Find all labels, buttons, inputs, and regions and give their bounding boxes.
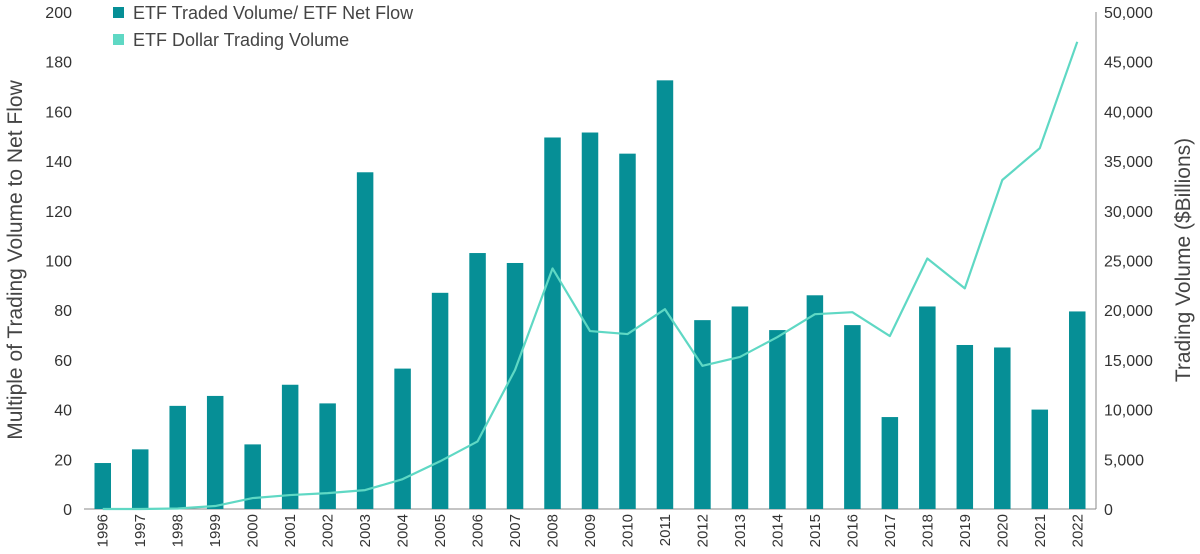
left-tick-label: 180 [45, 55, 72, 72]
line-dollar-trading-volume [102, 41, 1079, 511]
right-tick-label: 45,000 [1104, 55, 1153, 72]
legend-swatch-bar [113, 7, 124, 18]
left-tick-label: 60 [54, 353, 72, 370]
bar-2019 [956, 344, 974, 509]
bar-1999 [206, 395, 224, 509]
left-tick-label: 200 [45, 5, 72, 22]
x-tick-label: 2006 [470, 514, 487, 547]
bar-2020 [994, 347, 1011, 509]
left-tick-label: 120 [45, 204, 72, 221]
x-tick-label: 1996 [95, 514, 112, 547]
left-tick-labels: 0 20 40 60 80 100 120 140 160 180 200 [45, 5, 72, 519]
x-tick-label: 1997 [132, 514, 149, 547]
bar-1998 [169, 405, 186, 509]
bar-2015 [806, 295, 824, 509]
x-tick-label: 2000 [245, 514, 262, 547]
x-tick-label: 2020 [994, 514, 1011, 547]
bar-2011 [656, 80, 674, 509]
left-tick-label: 100 [45, 254, 72, 271]
right-tick-label: 10,000 [1104, 403, 1153, 420]
bar-2022 [1069, 311, 1086, 509]
legend: ETF Traded Volume/ ETF Net Flow ETF Doll… [113, 3, 414, 50]
x-tick-label: 1999 [207, 514, 224, 547]
right-tick-label: 20,000 [1104, 303, 1153, 320]
x-tick-label: 2017 [882, 514, 899, 547]
line-series [102, 41, 1079, 511]
left-tick-label: 20 [54, 452, 72, 469]
x-tick-label: 2004 [395, 514, 412, 547]
right-tick-label: 35,000 [1104, 154, 1153, 171]
bar-2014 [769, 330, 786, 509]
bar-2001 [281, 384, 299, 509]
x-tick-label: 2010 [619, 514, 636, 547]
x-tick-label: 2003 [357, 514, 374, 547]
x-tick-label: 2011 [657, 514, 674, 546]
x-tick-label: 2019 [957, 514, 974, 547]
bar-2012 [694, 320, 711, 509]
legend-swatch-line [113, 34, 124, 45]
bar-2018 [919, 306, 936, 509]
bar-series [94, 80, 1086, 510]
x-tick-labels: 1996 1997 1998 1999 2000 2001 2002 2003 2004 2005… [95, 514, 1087, 547]
x-tick-label: 2012 [694, 514, 711, 547]
bar-1997 [131, 449, 149, 509]
bar-2009 [581, 132, 599, 509]
bar-2016 [844, 325, 861, 509]
right-tick-label: 0 [1104, 502, 1113, 519]
left-tick-label: 140 [45, 154, 72, 171]
bar-1996 [94, 463, 111, 509]
bar-2000 [244, 444, 261, 509]
x-tick-label: 2015 [807, 514, 824, 547]
x-tick-label: 2001 [282, 514, 299, 547]
x-tick-label: 2007 [507, 514, 524, 547]
right-tick-label: 50,000 [1104, 5, 1153, 22]
right-tick-label: 15,000 [1104, 353, 1153, 370]
bar-2017 [881, 417, 899, 509]
bar-2013 [731, 306, 749, 509]
legend-label-line: ETF Dollar Trading Volume [133, 30, 349, 50]
x-tick-label: 2018 [919, 514, 936, 547]
bar-2002 [319, 403, 336, 509]
x-tick-label: 2022 [1069, 514, 1086, 547]
x-tick-label: 2016 [844, 514, 861, 547]
x-tick-label: 1998 [170, 514, 187, 547]
bar-2004 [394, 368, 411, 509]
x-tick-label: 2002 [320, 514, 337, 547]
x-tick-label: 2021 [1032, 514, 1049, 547]
bar-2007 [506, 262, 524, 509]
x-tick-label: 2014 [769, 514, 786, 547]
left-tick-label: 160 [45, 104, 72, 121]
bar-2010 [619, 153, 636, 509]
bar-2003 [356, 172, 374, 509]
bar-2006 [469, 253, 486, 509]
x-tick-label: 2013 [732, 514, 749, 547]
legend-label-bar: ETF Traded Volume/ ETF Net Flow [133, 3, 414, 23]
bar-2021 [1031, 409, 1049, 509]
x-tick-label: 2008 [545, 514, 562, 547]
right-tick-label: 30,000 [1104, 204, 1153, 221]
x-tick-label: 2005 [432, 514, 449, 547]
right-tick-label: 25,000 [1104, 254, 1153, 271]
right-tick-label: 40,000 [1104, 104, 1153, 121]
right-axis-title: Trading Volume ($Billions) [1172, 138, 1195, 382]
right-tick-labels: 0 5,000 10,000 15,000 20,000 25,000 30,000 35,0… [1104, 5, 1153, 519]
x-tick-label: 2009 [582, 514, 599, 547]
left-tick-label: 40 [54, 403, 72, 420]
left-axis-title: Multiple of Trading Volume to Net Flow [4, 79, 27, 439]
left-tick-label: 80 [54, 303, 72, 320]
bar-2008 [544, 137, 561, 510]
left-tick-label: 0 [63, 502, 72, 519]
bar-2005 [431, 292, 449, 509]
right-tick-label: 5,000 [1104, 452, 1144, 469]
